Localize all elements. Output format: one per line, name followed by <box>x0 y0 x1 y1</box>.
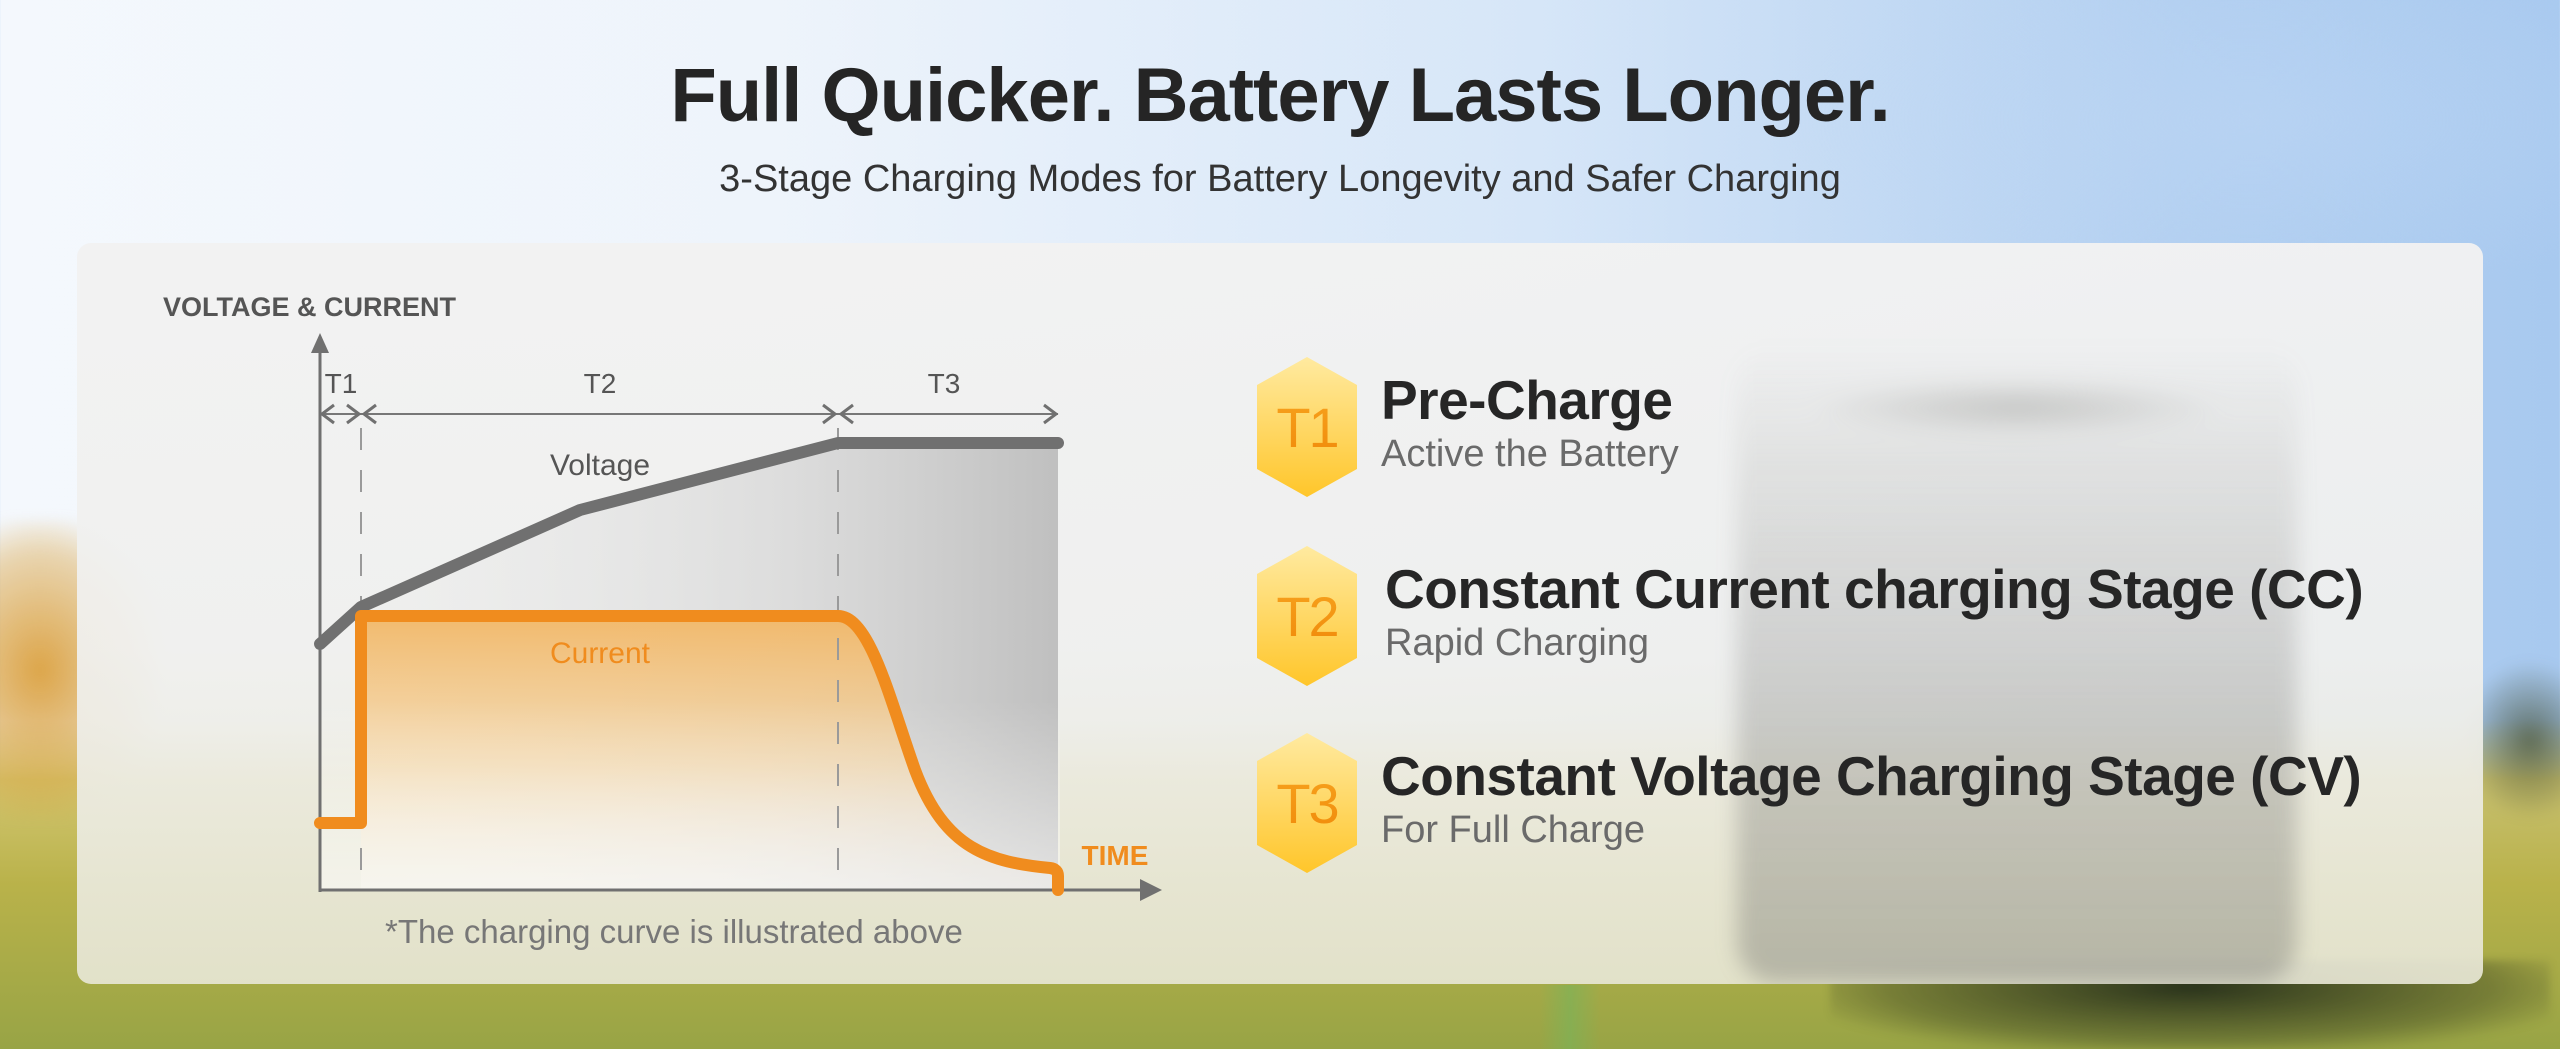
background-light-streak <box>1540 985 1600 1049</box>
stage-item-t3: T3 Constant Voltage Charging Stage (CV) … <box>1257 733 2457 873</box>
stage-item-t1: T1 Pre-Charge Active the Battery <box>1257 357 2457 497</box>
stage-description: For Full Charge <box>1381 809 1645 851</box>
voltage-line <box>314 437 1064 650</box>
stage-title: Pre-Charge <box>1381 369 1673 431</box>
badge-label: T2 <box>1276 584 1339 648</box>
current-line <box>314 610 1064 896</box>
page-title: Full Quicker. Battery Lasts Longer. <box>670 53 1890 138</box>
y-axis-label: VOLTAGE & CURRENT <box>163 292 456 322</box>
stage-item-t2: T2 Constant Current charging Stage (CC) … <box>1257 546 2457 686</box>
interval-label-t1: T1 <box>325 368 358 399</box>
golf-cart-silhouette <box>1737 343 2297 983</box>
stage-title: Constant Current charging Stage (CC) <box>1385 558 2364 620</box>
hexagon-badge-icon: T1 <box>1257 357 1357 497</box>
stage-title: Constant Voltage Charging Stage (CV) <box>1381 745 2362 807</box>
voltage-label: Voltage <box>550 449 650 482</box>
current-label: Current <box>550 637 651 670</box>
interval-label-t3: T3 <box>928 368 961 399</box>
x-axis-label: TIME <box>1082 840 1149 871</box>
interval-label-t2: T2 <box>584 368 617 399</box>
stage-description: Active the Battery <box>1381 433 1679 475</box>
badge-label: T3 <box>1276 771 1339 835</box>
chart-footnote: *The charging curve is illustrated above <box>385 913 963 950</box>
hexagon-badge-icon: T3 <box>1257 733 1357 873</box>
badge-label: T1 <box>1276 395 1339 459</box>
x-axis-arrow-icon <box>1140 879 1162 901</box>
hexagon-badge-icon: T2 <box>1257 546 1357 686</box>
stage-description: Rapid Charging <box>1385 622 1650 664</box>
page-subtitle: 3-Stage Charging Modes for Battery Longe… <box>719 158 1841 200</box>
y-axis-arrow-icon <box>311 333 329 353</box>
